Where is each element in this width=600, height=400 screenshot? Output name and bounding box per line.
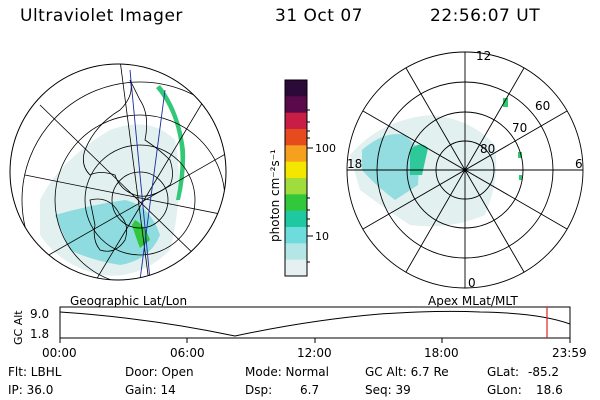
- colorbar-swatch: [285, 259, 307, 277]
- mlt-label-12: 12: [476, 49, 491, 63]
- mlt-label-6: 6: [575, 157, 583, 171]
- door-status: Door: Open: [125, 365, 194, 379]
- polar-map-caption: Apex MLat/MLT: [428, 294, 518, 308]
- geo-graticule: [21, 64, 226, 280]
- polar-aurora-spot-2: [518, 152, 522, 158]
- altitude-xtick-0000: 00:00: [42, 346, 77, 360]
- altitude-xtick-1200: 12:00: [297, 346, 332, 360]
- colorbar-swatch: [285, 161, 307, 179]
- altitude-ytick-top: 9.0: [30, 307, 49, 321]
- colorbar-ticks: [307, 109, 313, 263]
- geo-map-caption: Geographic Lat/Lon: [70, 294, 188, 308]
- colorbar-tick-10: 10: [315, 230, 329, 243]
- polar-aurora-core: [410, 144, 428, 175]
- colorbar-swatch: [285, 194, 307, 212]
- ip-status: IP: 36.0: [8, 383, 54, 397]
- glon-label: GLon:: [487, 383, 522, 397]
- colorbar-swatch: [285, 178, 307, 195]
- colorbar-swatch: [285, 227, 307, 244]
- colorbar-tick-100: 100: [315, 142, 336, 155]
- geo-map-boundary: [9, 63, 227, 281]
- mlt-label-0: 0: [468, 276, 476, 290]
- dsp-value: 6.7: [300, 383, 320, 397]
- altitude-plot-frame: [59, 306, 571, 339]
- glat-value: -85.2: [528, 365, 560, 379]
- mlt-label-18: 18: [347, 157, 362, 171]
- dsp-label: Dsp:: [245, 383, 273, 397]
- glon-value: 18.6: [536, 383, 563, 397]
- colorbar-swatch: [285, 80, 307, 97]
- polar-aurora-spot-3: [519, 175, 522, 180]
- coastline: [82, 79, 173, 197]
- gc-alt-status: GC Alt: 6.7 Re: [365, 365, 449, 379]
- colorbar-swatch: [285, 210, 307, 228]
- colorbar-gradient: [285, 80, 307, 277]
- geo-aurora-arc: [156, 85, 186, 200]
- colorbar-unit-label: photon cm⁻²s⁻¹: [268, 149, 282, 242]
- lat-label-70: 70: [512, 121, 527, 135]
- observation-time: 22:56:07 UT: [430, 6, 541, 26]
- colorbar-swatch: [285, 96, 307, 114]
- coastline-lower: [89, 198, 128, 252]
- altitude-xtick-1800: 18:00: [424, 346, 459, 360]
- altitude-ylabel: GC Alt: [12, 310, 25, 345]
- mode-status: Mode: Normal: [245, 365, 329, 379]
- instrument-title: Ultraviolet Imager: [20, 6, 183, 26]
- polar-grid: [346, 51, 584, 289]
- colorbar-swatch: [285, 112, 307, 130]
- geo-aurora-band: [55, 200, 160, 265]
- observation-date: 31 Oct 07: [275, 6, 363, 26]
- altitude-xtick-0600: 06:00: [170, 346, 205, 360]
- lat-label-60: 60: [535, 99, 550, 113]
- colorbar-frame: [284, 79, 308, 277]
- glat-label: GLat:: [487, 365, 520, 379]
- geo-meridians-blue: [129, 69, 166, 280]
- gain-status: Gain: 14: [125, 383, 176, 397]
- altitude-ytick-bottom: 1.8: [30, 327, 49, 341]
- polar-aurora-band: [362, 134, 420, 200]
- altitude-xtick-2359: 23:59: [552, 346, 587, 360]
- colorbar-swatch: [285, 145, 307, 163]
- altitude-curve: [59, 310, 571, 337]
- colorbar-swatch: [285, 243, 307, 261]
- colorbar-swatch: [285, 129, 307, 146]
- geo-map-content: [21, 64, 226, 280]
- seq-status: Seq: 39: [365, 383, 411, 397]
- polar-aurora-spot-1: [503, 98, 508, 107]
- altitude-plot-ticks: [59, 338, 571, 343]
- lat-label-80: 80: [480, 142, 495, 156]
- filter-status: Flt: LBHL: [8, 365, 62, 379]
